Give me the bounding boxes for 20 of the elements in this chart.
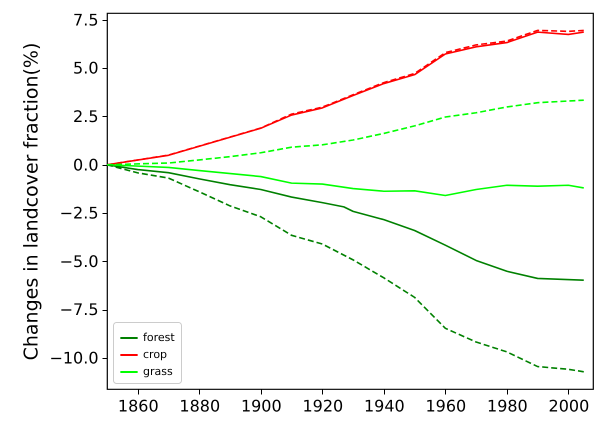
x-tick-label: 1900 — [240, 396, 282, 416]
legend-label: forest — [143, 331, 176, 344]
legend-label: crop — [143, 348, 168, 361]
x-tick-label: 1920 — [302, 396, 344, 416]
x-tick-label: 1860 — [118, 396, 159, 416]
y-tick-label: −10.0 — [49, 348, 98, 368]
x-tick-label: 2000 — [548, 396, 590, 416]
y-tick-label: −5.0 — [60, 252, 98, 271]
x-tick-label: 1980 — [487, 396, 528, 416]
y-axis-title: Changes in landcover fraction(%) — [20, 42, 42, 360]
x-tick-label: 1960 — [425, 396, 466, 416]
legend-label: grass — [143, 365, 173, 378]
y-tick-label: −7.5 — [60, 300, 98, 320]
x-tick-label: 1880 — [179, 396, 220, 416]
y-tick-label: −2.5 — [60, 204, 98, 223]
y-tick-label: 2.5 — [73, 106, 98, 126]
y-tick-label: 7.5 — [73, 10, 98, 30]
y-tick-label: 0.0 — [73, 155, 98, 174]
y-tick-label: 5.0 — [73, 58, 98, 78]
x-tick-label: 1940 — [364, 396, 405, 416]
